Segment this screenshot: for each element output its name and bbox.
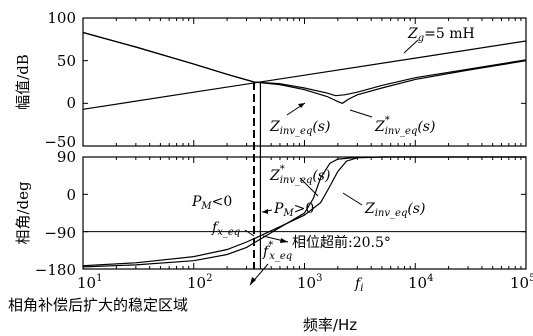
fx-eq-star-label: f* x_eq [262, 240, 292, 262]
mag-ytick-label: −50 [44, 133, 76, 151]
phase-ytick-label: −90 [44, 224, 76, 242]
mag-zinv-label: Zinv_eq(s) [269, 119, 330, 137]
phase-ytick-label: 0 [66, 186, 76, 204]
fx-eq-leader [244, 229, 255, 237]
phase-zinv-label: Zinv_eq(s) [364, 201, 425, 219]
pm-positive-arrowhead [262, 209, 268, 214]
stable-region-arrowhead [250, 277, 256, 285]
zg-leader-line [403, 39, 419, 54]
fi-label: fi [354, 276, 363, 294]
pm-negative-label: PM<0 [191, 194, 232, 212]
phase-ytick-label: 90 [57, 148, 76, 166]
xtick-label-10e3: 103 [297, 273, 322, 292]
stable-region-caption: 相角补偿后扩大的稳定区域 [8, 296, 188, 314]
curves [82, 31, 527, 269]
mag-zinv-star-label: Z* inv_eq(s) [374, 115, 435, 137]
xtick-label-10e4: 104 [408, 273, 433, 292]
phase-zinv-star-label: Z* inv_eq(s) [269, 164, 330, 186]
mag-zinv-star-leader [349, 109, 373, 118]
phase-ylabel: 相角/deg [14, 181, 32, 245]
phase-zinv-eq-star-curve [82, 156, 526, 268]
magnitude-ylabel: 幅值/dB [14, 54, 32, 110]
svg-text:101: 101 [77, 273, 102, 292]
svg-text:104: 104 [408, 273, 433, 292]
phase-zinv-star-leader [299, 177, 319, 197]
svg-text:105: 105 [510, 273, 533, 292]
phase-lead-text: 相位超前:20.5° [292, 234, 391, 251]
phase-zinv-leader [342, 192, 363, 206]
phase-lead-arrowhead [280, 238, 288, 243]
svg-text:103: 103 [297, 273, 322, 292]
magnitude-zinv-eq-star-curve [82, 31, 527, 104]
xtick-label-10e1: 101 [77, 273, 102, 292]
mag-ytick-label: 100 [47, 9, 76, 27]
xtick-label-10e2: 102 [187, 273, 212, 292]
svg-text:102: 102 [187, 273, 212, 292]
pm-positive-label: PM>0 [273, 201, 314, 219]
mag-zinv-arrowhead [298, 103, 305, 108]
magnitude-zg-line [82, 40, 527, 110]
phase-ytick-label: −180 [35, 261, 76, 279]
fx-eq-label: fx_eq [211, 220, 240, 238]
zg-label: Zg=5 mH [407, 26, 475, 44]
mag-ytick-label: 50 [57, 52, 76, 70]
mag-ytick-label: 0 [66, 94, 76, 112]
phase-xlabel: 频率/Hz [303, 316, 357, 334]
xtick-label-10e5: 105 [510, 273, 533, 292]
